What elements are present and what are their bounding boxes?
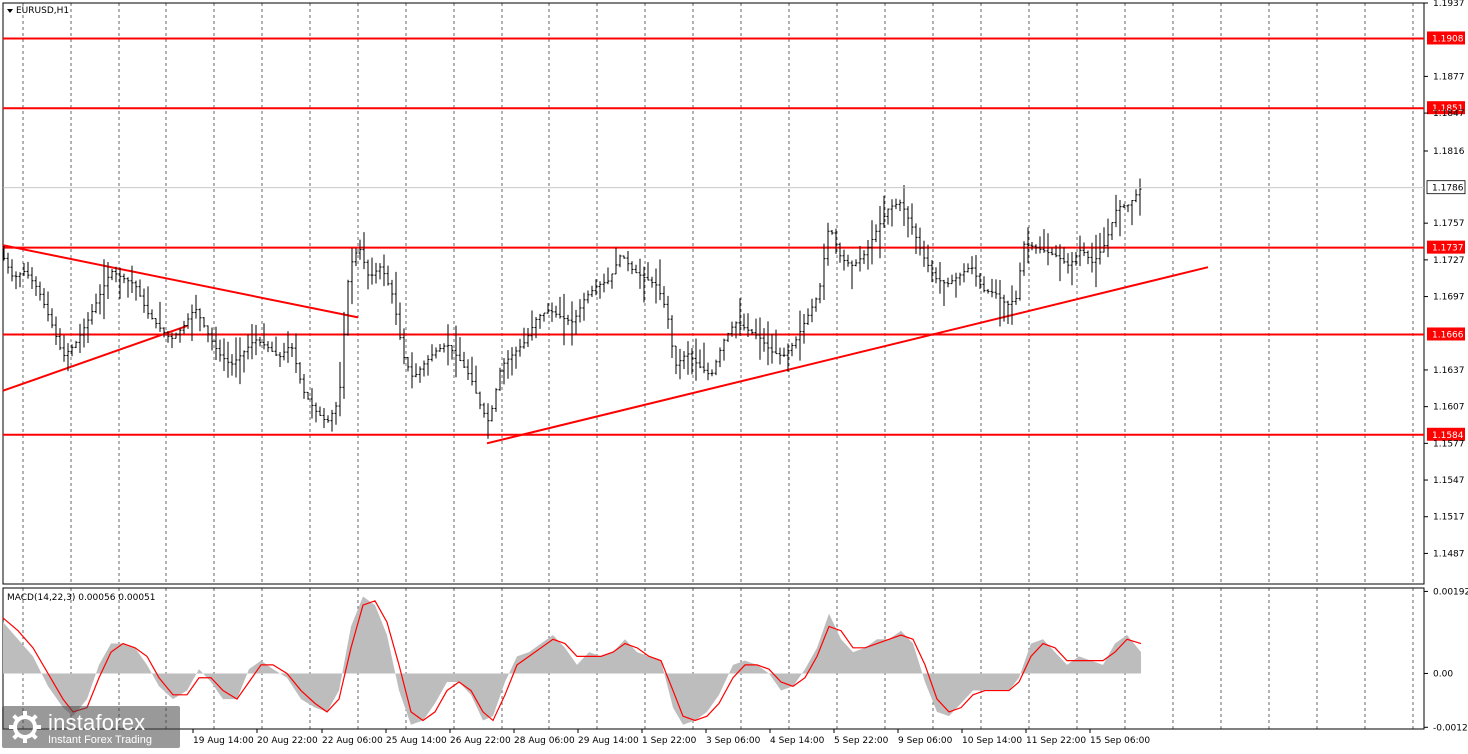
time-tick-label: 22 Aug 06:00 (322, 736, 383, 746)
macd-signal-line (2, 600, 1142, 722)
level-badge (1427, 327, 1465, 341)
price-tick-label: 1.1697 (1433, 293, 1465, 303)
time-tick-label: 9 Sep 06:00 (898, 736, 953, 746)
horizontal-levels: 1.1908 1.1851 1.1737 1.1666 1.1584 (3, 31, 1465, 441)
time-tick-label: 10 Sep 14:00 (962, 736, 1022, 746)
time-tick-label: 11 Sep 22:00 (1026, 736, 1086, 746)
logo-name: instaforex (48, 710, 146, 735)
level-badge-label: 1.1666 (1432, 330, 1464, 340)
macd-tick-label: -0.00126 (1433, 723, 1468, 733)
price-tick-label: 1.1816 (1433, 147, 1465, 157)
level-badge-label: 1.1737 (1432, 244, 1464, 254)
level-badge-label: 1.1584 (1432, 431, 1464, 441)
level-badge (1427, 240, 1465, 254)
macd-tick-label: 0.00192 (1433, 587, 1468, 597)
price-tick-label: 1.1517 (1433, 513, 1465, 523)
trend-lines (2, 244, 1209, 445)
logo-icon (9, 711, 41, 743)
macd-panel-frame (2, 587, 1425, 730)
main-panel-frame (2, 2, 1425, 585)
level-badge (1427, 427, 1465, 441)
trend-line (486, 266, 1209, 445)
price-tick-label: 1.1877 (1433, 72, 1465, 82)
level-badge (1427, 31, 1465, 45)
price-tick-label: 1.1727 (1433, 256, 1465, 266)
price-tick-label: 1.1637 (1433, 366, 1465, 376)
time-axis: 19 Aug 14:00 20 Aug 22:00 22 Aug 06:00 25 A… (192, 729, 1150, 746)
trend-line (2, 244, 359, 319)
price-axis: 1.1937 1.1877 1.1847 1.1816 1.1757 1.1727 1.16… (3, 0, 1466, 559)
symbol-dropdown-icon[interactable] (7, 9, 13, 13)
price-tick-label: 1.1757 (1433, 219, 1465, 229)
time-tick-label: 3 Sep 06:00 (706, 736, 761, 746)
price-tick-label: 1.1607 (1433, 403, 1465, 413)
level-badge (1427, 101, 1465, 115)
time-tick-label: 29 Aug 14:00 (578, 736, 639, 746)
time-tick-label: 5 Sep 22:00 (834, 736, 889, 746)
time-tick-label: 1 Sep 22:00 (642, 736, 697, 746)
trend-line (2, 324, 188, 392)
macd-indicator: 0.00192 0.00 -0.00126 (2, 587, 1468, 733)
price-tick-label: 1.1937 (1433, 0, 1465, 9)
price-tick-label: 1.1487 (1433, 549, 1465, 559)
level-badge-label: 1.1851 (1432, 104, 1464, 114)
level-badge-label: 1.1908 (1432, 34, 1464, 44)
time-tick-label: 28 Aug 06:00 (514, 736, 575, 746)
price-tick-label: 1.1847 (1433, 109, 1465, 119)
macd-tick-label: 0.00 (1433, 669, 1453, 679)
macd-histogram (3, 596, 1141, 725)
macd-title: MACD(14,22,3) 0.00056 0.00051 (7, 593, 156, 603)
time-tick-label: 19 Aug 14:00 (193, 736, 254, 746)
current-price-badge (1426, 180, 1466, 195)
logo-tagline: Instant Forex Trading (48, 734, 152, 746)
time-tick-label: 25 Aug 14:00 (386, 736, 447, 746)
time-tick-label: 20 Aug 22:00 (257, 736, 318, 746)
price-tick-label: 1.1547 (1433, 476, 1465, 486)
time-tick-label: 4 Sep 14:00 (770, 736, 825, 746)
grid-layer (22, 3, 1414, 729)
current-price-label: 1.1786 (1432, 184, 1464, 194)
symbol-title: EURUSD,H1 (16, 6, 69, 16)
candles (2, 178, 1142, 439)
time-tick-label: 15 Sep 06:00 (1090, 736, 1150, 746)
watermark-logo: instaforex Instant Forex Trading (2, 706, 180, 748)
time-tick-label: 26 Aug 22:00 (450, 736, 511, 746)
price-tick-label: 1.1577 (1433, 439, 1465, 449)
